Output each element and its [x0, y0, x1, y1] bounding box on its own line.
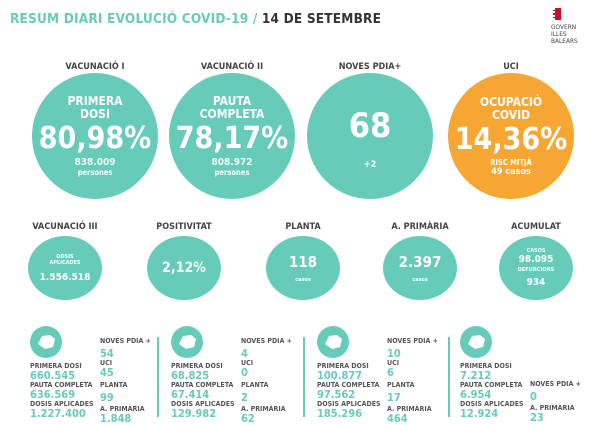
label-positivitat: POSITIVITAT: [156, 222, 212, 232]
circle-noves-pdia: 68 +2: [307, 73, 433, 199]
island-panel: PRIMERA DOSI 7.212 PAUTA COMPLETA 6.954 …: [460, 320, 600, 424]
label-vacunacio-2: VACUNACIÓ II: [200, 62, 264, 72]
circle-positivitat: 2,12%: [147, 236, 221, 300]
page-title: RESUM DIARI EVOLUCIÓ COVID-19 / 14 DE SE…: [10, 11, 382, 27]
divider: [303, 337, 305, 417]
govern-logo: GOVERN ILLES BALEARS: [551, 8, 596, 45]
divider: [157, 337, 159, 417]
label-acumulat: ACUMULAT: [511, 222, 561, 232]
label-a-primaria: A. PRIMÀRIA: [391, 222, 449, 232]
label-vacunacio-3: VACUNACIÓ III: [32, 222, 98, 232]
circle-uci: OCUPACIÓ COVID 14,36% RISC MITJÀ 49 caso…: [448, 73, 574, 199]
label-planta: PLANTA: [285, 222, 321, 232]
menorca-icon: [171, 326, 203, 358]
circle-a-primaria: 2.397 casos: [383, 236, 457, 300]
island-panel: PRIMERA DOSI 660.545 PAUTA COMPLETA 636.…: [30, 320, 180, 424]
circle-vacunacio-2: PAUTA COMPLETA 78,17% 808.972 persones: [169, 73, 295, 199]
circle-vacunacio-1: PRIMERA DOSI 80,98% 838.009 persones: [32, 73, 158, 199]
circle-planta: 118 casos: [266, 236, 340, 300]
divider: [448, 337, 450, 417]
eivissa-icon: [317, 326, 349, 358]
formentera-icon: [460, 326, 492, 358]
islands-section: [0, 320, 600, 424]
date: 14 DE SETEMBRE: [261, 11, 382, 27]
label-uci: UCI: [503, 62, 519, 72]
mallorca-icon: [30, 326, 62, 358]
island-panel: PRIMERA DOSI 68.825 PAUTA COMPLETA 67.41…: [171, 320, 321, 424]
logo-mark-icon: [553, 8, 561, 20]
label-noves-pdia: NOVES PDIA+: [338, 62, 402, 72]
island-panel: PRIMERA DOSI 100.877 PAUTA COMPLETA 97.5…: [317, 320, 467, 424]
circle-acumulat: CASOS 98.095 DEFUNCIONS 934: [499, 236, 573, 300]
circle-vacunacio-3: DOSIS APLICADES 1.556.518: [28, 236, 102, 300]
label-vacunacio-1: VACUNACIÓ I: [65, 62, 125, 72]
